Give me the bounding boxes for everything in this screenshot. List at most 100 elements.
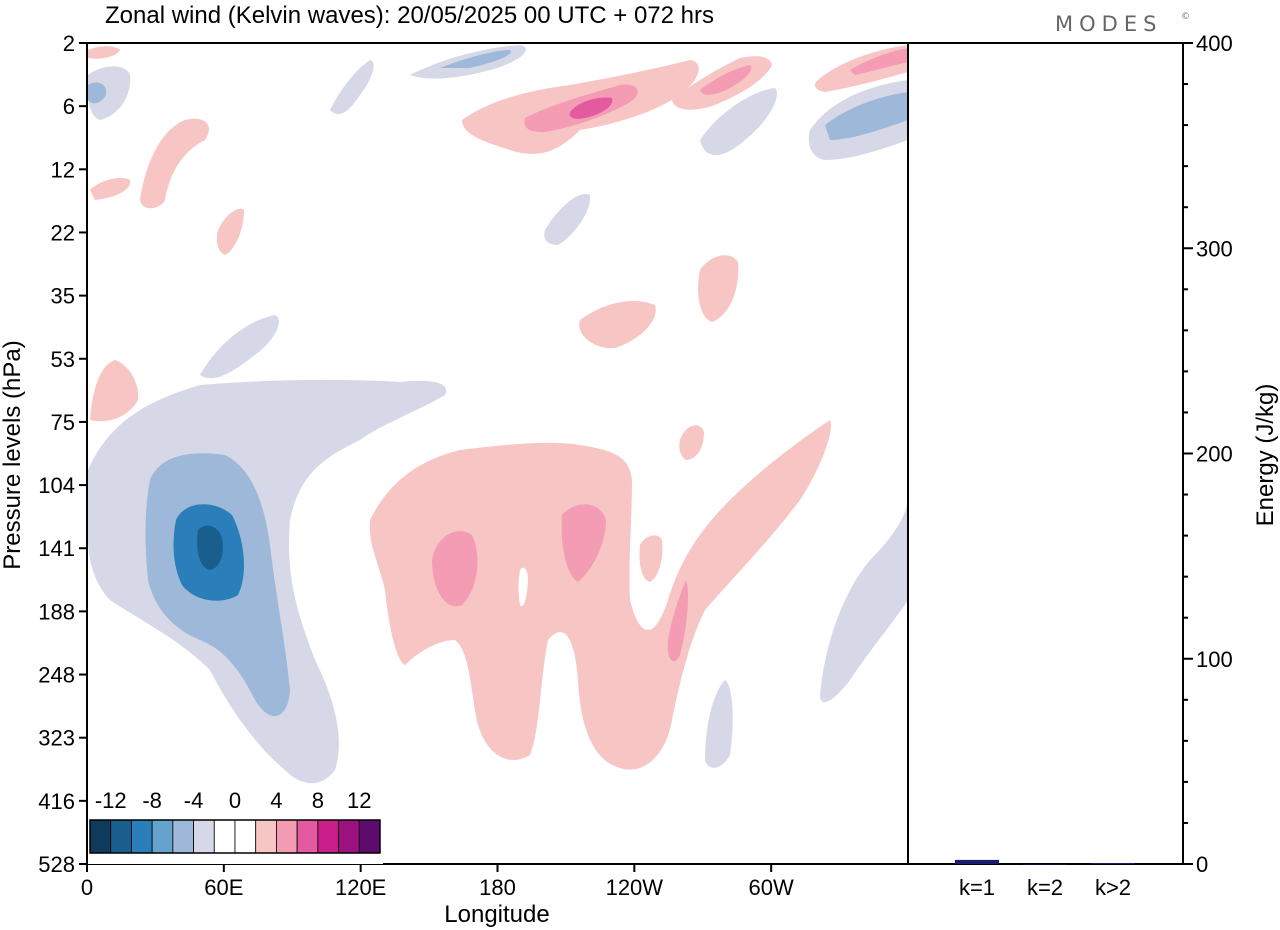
y-axis-ticks: 2 6 12 22 35 53 75 104 141 188 248 323 416 528 [38, 31, 87, 877]
contour-pos4-strip1 [90, 178, 131, 200]
colorbar-cell [193, 819, 215, 854]
contour-neg8-ul [88, 82, 107, 104]
colorbar-cell [234, 819, 257, 854]
x-tick-label: 60E [204, 875, 243, 900]
energy-y-axis-ticks: 0 100 200 300 400 [1183, 31, 1233, 877]
y-tick-label: 528 [38, 852, 75, 877]
y-tick-label: 75 [51, 410, 75, 435]
colorbar-label: -8 [142, 788, 162, 813]
colorbar-border [89, 819, 381, 854]
energy-tick-label: 400 [1196, 31, 1233, 56]
colorbar-label: 12 [347, 788, 371, 813]
contour-pos4-mid2 [698, 255, 739, 322]
heatmap-panel: 0 60E 120E 180 120W 60W 2 6 12 22 35 53 75 104 141 188… [0, 31, 909, 928]
x-tick-label: 60W [749, 875, 794, 900]
contour-pos4-mid1 [579, 300, 656, 349]
y-tick-label: 6 [63, 94, 75, 119]
y-tick-label: 22 [51, 220, 75, 245]
energy-bar [1091, 862, 1135, 864]
x-axis-label: Longitude [444, 901, 549, 928]
contour-neg16-core [197, 525, 223, 570]
y-tick-label: 416 [38, 789, 75, 814]
energy-category-label: k=2 [1027, 875, 1063, 900]
y-axis-label: Pressure levels (hPa) [0, 340, 26, 569]
contour-neg4-streak1 [330, 60, 374, 115]
y-tick-label: 248 [38, 663, 75, 688]
contour-pos8-a [432, 531, 478, 607]
y-tick-label: 188 [38, 599, 75, 624]
contour-neg4-upper-mid [544, 194, 591, 245]
energy-bar [955, 859, 999, 864]
x-tick-label: 180 [479, 875, 516, 900]
energy-x-axis-labels: k=1 k=2 k>2 [959, 875, 1131, 900]
colorbar-label: -4 [184, 788, 204, 813]
contour-fields [88, 45, 908, 784]
colorbar-label: 4 [270, 788, 282, 813]
energy-category-label: k=1 [959, 875, 995, 900]
energy-tick-label: 200 [1196, 442, 1233, 467]
colorbar-label: 0 [229, 788, 241, 813]
contour-neg4-lower-right [705, 680, 733, 768]
colorbar-cell [255, 819, 277, 854]
colorbar: -12 -8 -4 0 4 8 12 [88, 788, 383, 864]
y-tick-label: 35 [51, 284, 75, 309]
contour-pos12-upper [569, 97, 613, 119]
contour-pos4-left-upper [140, 118, 209, 209]
energy-bars [955, 859, 1135, 865]
contour-neg4-stripe [200, 315, 279, 379]
y-tick-label: 2 [63, 31, 75, 56]
brand-mark: © [1181, 12, 1190, 22]
colorbar-label: -12 [95, 788, 127, 813]
brand-logo: MODES [1055, 12, 1162, 36]
colorbar-cell [110, 819, 132, 854]
colorbar-cell [296, 819, 319, 854]
energy-tick-label: 100 [1196, 647, 1233, 672]
colorbar-labels: -12 -8 -4 0 4 8 12 [95, 788, 372, 813]
contour-pos4-mid4 [679, 425, 704, 460]
colorbar-cell [276, 819, 298, 854]
contour-hole [518, 567, 528, 607]
y-tick-label: 104 [38, 473, 75, 498]
y-tick-label: 53 [51, 347, 75, 372]
chart-title: Zonal wind (Kelvin waves): 20/05/2025 00… [105, 2, 714, 29]
contour-pos4-mid3 [216, 208, 244, 255]
x-tick-label: 120W [606, 875, 664, 900]
colorbar-cell [172, 819, 194, 854]
colorbar-cell [89, 819, 112, 854]
x-tick-label: 0 [81, 875, 93, 900]
contour-pos8-b [561, 504, 606, 582]
energy-category-label: k>2 [1095, 875, 1131, 900]
contour-pos8-tr [850, 48, 908, 75]
contour-neg4-ul [88, 66, 131, 120]
colorbar-cell [213, 819, 236, 854]
contour-neg8-topright [825, 92, 908, 140]
colorbar-cells [89, 819, 381, 854]
x-axis-ticks: 0 60E 120E 180 120W 60W [81, 864, 794, 900]
contour-neg4-right [820, 500, 908, 703]
energy-frame [907, 42, 1184, 865]
contour-neg8-streak2 [440, 50, 511, 68]
colorbar-cell [317, 819, 339, 854]
energy-tick-label: 0 [1196, 852, 1208, 877]
energy-tick-label: 300 [1196, 236, 1233, 261]
x-tick-label: 120E [335, 875, 386, 900]
energy-panel: 0 100 200 300 400 k=1 k=2 k>2 Energy (J/kg) [907, 31, 1279, 900]
contour-pos4-main [369, 420, 831, 770]
contour-pos4-left [90, 360, 139, 422]
colorbar-cell [358, 819, 381, 854]
y-tick-label: 141 [38, 536, 75, 561]
contour-pos8-c [667, 580, 688, 662]
energy-axis-label: Energy (J/kg) [1252, 384, 1279, 527]
y-tick-label: 12 [51, 157, 75, 182]
y-tick-label: 323 [38, 726, 75, 751]
colorbar-cell [131, 819, 153, 854]
contour-neg4-mid [700, 88, 777, 156]
colorbar-label: 8 [312, 788, 324, 813]
energy-bar [1023, 864, 1067, 865]
contour-pos4-strip2 [88, 46, 120, 59]
colorbar-cell [151, 819, 174, 854]
contour-pos4-mid5 [639, 535, 663, 582]
contour-pos8-ur [700, 65, 752, 95]
colorbar-cell [338, 819, 360, 854]
